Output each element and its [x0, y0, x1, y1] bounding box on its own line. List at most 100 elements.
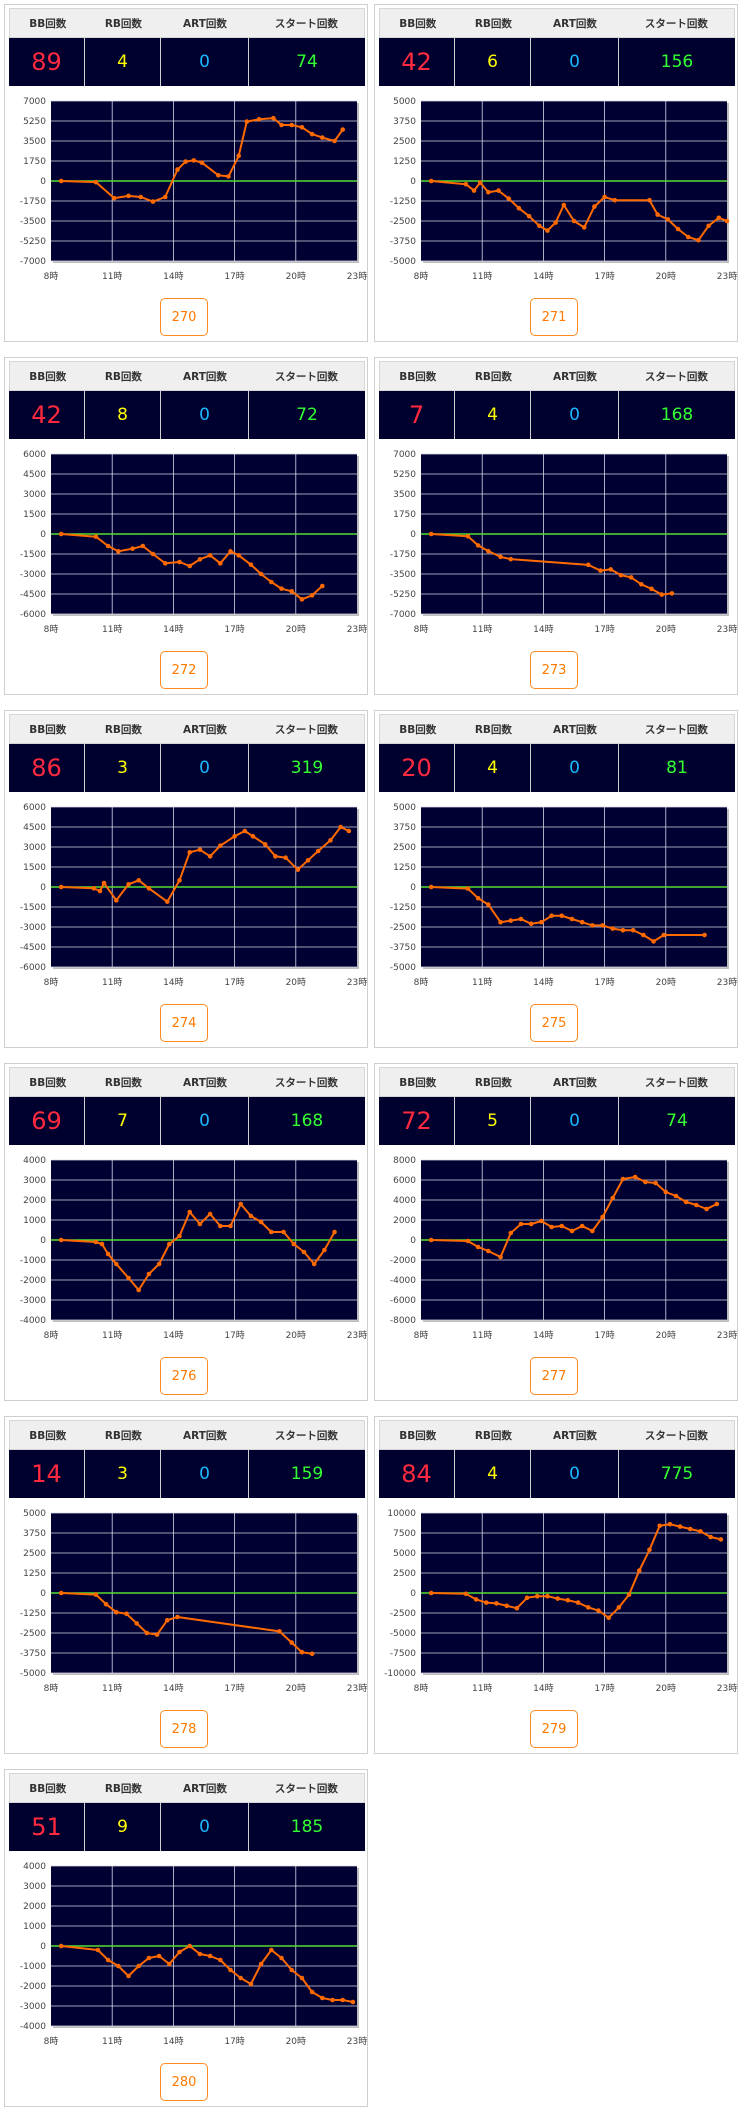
data-point: [269, 1947, 274, 1953]
machine-number-button[interactable]: 276: [160, 1357, 208, 1395]
y-tick-label: -2000: [390, 1256, 416, 1266]
stats-values: 86 3 0 319: [9, 744, 365, 792]
y-tick-label: -1750: [20, 197, 46, 207]
data-point: [299, 1649, 305, 1655]
machine-number-button[interactable]: 274: [160, 1004, 208, 1042]
data-point: [218, 1223, 223, 1229]
header-art: ART回数: [182, 17, 227, 30]
data-point: [677, 1524, 683, 1529]
bb-count: 72: [379, 1097, 455, 1145]
machine-card: BB回数 RB回数 ART回数 スタート回数 42 6 0 156 5000 3750 2500 12…: [374, 4, 738, 342]
x-tick-label: 11時: [102, 1683, 122, 1694]
art-count: 0: [531, 38, 619, 86]
machine-number-button[interactable]: 278: [160, 1710, 208, 1748]
start-count: 185: [290, 1817, 324, 1837]
machine-number-button[interactable]: 272: [160, 651, 208, 689]
stats-values: 51 9 0 185: [9, 1803, 365, 1851]
x-tick-label: 17時: [594, 1683, 614, 1694]
x-tick-label: 14時: [533, 1330, 553, 1341]
y-tick-label: -3750: [20, 1649, 46, 1659]
y-tick-label: -1000: [20, 1256, 46, 1266]
x-tick-label: 8時: [44, 977, 59, 988]
y-tick-label: 2500: [393, 137, 416, 147]
y-tick-label: 1250: [393, 863, 416, 873]
y-tick-label: -5000: [20, 1669, 46, 1679]
machine-number-button[interactable]: 279: [530, 1710, 578, 1748]
x-tick-label: 11時: [102, 624, 122, 635]
x-tick-label: 20時: [286, 1330, 306, 1341]
machine-card: BB回数 RB回数 ART回数 スタート回数 72 5 0 74 8000 6000 4000 200…: [374, 1063, 738, 1401]
data-point: [175, 167, 180, 172]
data-point: [177, 559, 182, 565]
x-tick-label: 8時: [44, 1330, 59, 1341]
data-point: [714, 1201, 720, 1207]
y-tick-label: -3000: [20, 570, 46, 580]
machine-number-button[interactable]: 280: [160, 2063, 208, 2101]
data-point: [322, 1247, 327, 1253]
y-tick-label: -4000: [390, 1276, 416, 1286]
machine-number-button[interactable]: 275: [530, 1004, 578, 1042]
y-tick-label: 1500: [23, 510, 46, 520]
machine-number-button[interactable]: 277: [530, 1357, 578, 1395]
data-point: [58, 1590, 64, 1596]
header-start: スタート回数: [644, 1429, 708, 1442]
y-tick-label: 4000: [393, 1196, 416, 1206]
data-point: [667, 1521, 673, 1527]
header-bb: BB回数: [399, 17, 437, 30]
machine-card: BB回数 RB回数 ART回数 スタート回数 51 9 0 185 4000 3000 2000 10…: [4, 1769, 368, 2107]
header-art: ART回数: [552, 1429, 597, 1442]
header-rb: RB回数: [474, 1429, 512, 1442]
y-tick-label: 3500: [393, 490, 416, 500]
payout-chart: 5000 3750 2500 1250 0 -1250 -2500 -3750 -5000 8時 1…: [390, 803, 737, 988]
data-point: [187, 563, 193, 569]
data-point: [256, 116, 262, 122]
machine-card: BB回数 RB回数 ART回数 スタート回数 89 4 0 74 7000 5250 3500 175…: [4, 4, 368, 342]
art-count: 0: [161, 1097, 249, 1145]
header-start: スタート回数: [644, 17, 708, 30]
data-point: [228, 1967, 233, 1973]
y-tick-label: -2000: [20, 1276, 46, 1286]
machine-number-button[interactable]: 270: [160, 298, 208, 336]
data-point: [305, 858, 311, 863]
data-point: [113, 1609, 119, 1615]
data-point: [277, 1629, 282, 1634]
stats-values: 69 7 0 168: [9, 1097, 365, 1145]
stats-header: BB回数 RB回数 ART回数 スタート回数: [9, 1773, 365, 1803]
y-tick-label: -1250: [20, 1609, 46, 1619]
data-point: [545, 1593, 550, 1599]
y-tick-label: 4500: [23, 823, 46, 833]
data-point: [553, 220, 558, 225]
data-point: [116, 549, 121, 554]
machine-number-button[interactable]: 271: [530, 298, 578, 336]
data-point: [283, 855, 288, 860]
payout-chart: 6000 4500 3000 1500 0 -1500 -3000 -4500 -6000 8時 1…: [20, 450, 367, 635]
data-point: [596, 1608, 601, 1613]
x-tick-label: 20時: [286, 1683, 306, 1694]
data-point: [340, 127, 346, 132]
data-point: [99, 1241, 105, 1247]
payout-chart: 5000 3750 2500 1250 0 -1250 -2500 -3750 -5000 8時 1…: [20, 1509, 367, 1694]
data-point: [320, 1995, 325, 2001]
y-tick-label: 1000: [23, 1922, 46, 1932]
data-point: [475, 895, 481, 901]
data-point: [651, 939, 656, 944]
data-point: [428, 531, 434, 537]
stats-header: BB回数 RB回数 ART回数 スタート回数: [379, 1067, 735, 1097]
y-tick-label: -1250: [390, 197, 416, 207]
machine-number-button[interactable]: 273: [530, 651, 578, 689]
y-tick-label: 1250: [393, 157, 416, 167]
start-count: 156: [660, 52, 694, 72]
data-point: [465, 886, 471, 891]
data-point: [338, 824, 343, 830]
payout-chart: 7000 5250 3500 1750 0 -1750 -3500 -5250 -7000 8時 1…: [20, 97, 367, 282]
data-point: [258, 1219, 264, 1225]
data-point: [561, 202, 567, 208]
header-bb: BB回数: [399, 1429, 437, 1442]
data-point: [549, 913, 554, 919]
y-tick-label: 3000: [23, 1882, 46, 1892]
data-point: [696, 237, 701, 243]
stats-values: 72 5 0 74: [379, 1097, 735, 1145]
header-art: ART回数: [182, 1782, 227, 1795]
data-point: [486, 902, 491, 907]
x-tick-label: 17時: [594, 977, 614, 988]
